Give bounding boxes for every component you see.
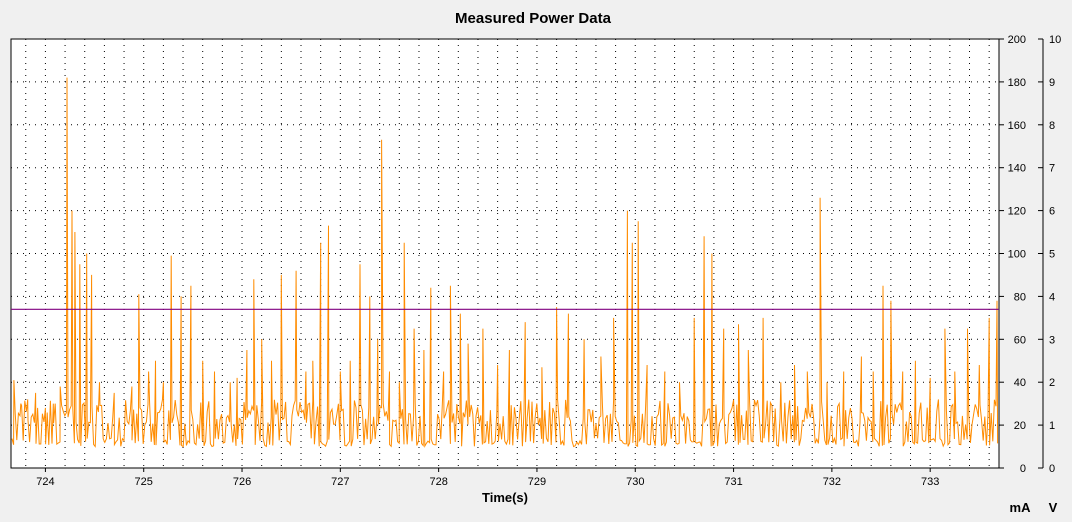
left-axis-tick-label: 20 <box>1014 420 1026 432</box>
right-axis-tick-label: 3 <box>1049 334 1055 346</box>
x-tick-label: 733 <box>921 476 939 488</box>
left-axis-tick-label: 60 <box>1014 334 1026 346</box>
right-axis-tick-label: 9 <box>1049 77 1055 89</box>
left-axis-unit: mA <box>1010 500 1032 515</box>
x-tick-label: 726 <box>233 476 251 488</box>
x-tick-label: 727 <box>331 476 349 488</box>
x-tick-label: 732 <box>823 476 841 488</box>
left-axis-tick-label: 180 <box>1008 77 1026 89</box>
right-axis-tick-label: 6 <box>1049 206 1055 218</box>
x-axis-label: Time(s) <box>482 490 528 505</box>
axes: 724 725 726 727 728 729 730 731 732 7330204060801… <box>36 34 1061 488</box>
x-tick-label: 729 <box>528 476 546 488</box>
right-axis-tick-label: 7 <box>1049 163 1055 175</box>
left-axis-tick-label: 80 <box>1014 291 1026 303</box>
left-axis-tick-label: 100 <box>1008 249 1026 261</box>
left-axis-tick-label: 120 <box>1008 206 1026 218</box>
left-axis-tick-label: 40 <box>1014 377 1026 389</box>
series-current-line <box>11 77 999 448</box>
left-axis-tick-label: 140 <box>1008 163 1026 175</box>
x-tick-label: 730 <box>626 476 644 488</box>
left-axis-tick-label: 0 <box>1020 463 1026 475</box>
right-axis-tick-label: 2 <box>1049 377 1055 389</box>
chart-title: Measured Power Data <box>455 10 612 27</box>
right-axis-tick-label: 8 <box>1049 120 1055 132</box>
right-axis-unit: V <box>1049 500 1058 515</box>
right-axis-tick-label: 5 <box>1049 249 1055 261</box>
x-tick-label: 731 <box>724 476 742 488</box>
left-axis-tick-label: 200 <box>1008 34 1026 46</box>
x-tick-label: 728 <box>429 476 447 488</box>
x-tick-label: 724 <box>36 476 54 488</box>
x-tick-label: 725 <box>135 476 153 488</box>
right-axis-tick-label: 0 <box>1049 463 1055 475</box>
series-layer <box>11 77 999 448</box>
right-axis-tick-label: 10 <box>1049 34 1061 46</box>
right-axis-tick-label: 1 <box>1049 420 1055 432</box>
left-axis-tick-label: 160 <box>1008 120 1026 132</box>
plot-area <box>10 38 1000 469</box>
right-axis-tick-label: 4 <box>1049 291 1055 303</box>
